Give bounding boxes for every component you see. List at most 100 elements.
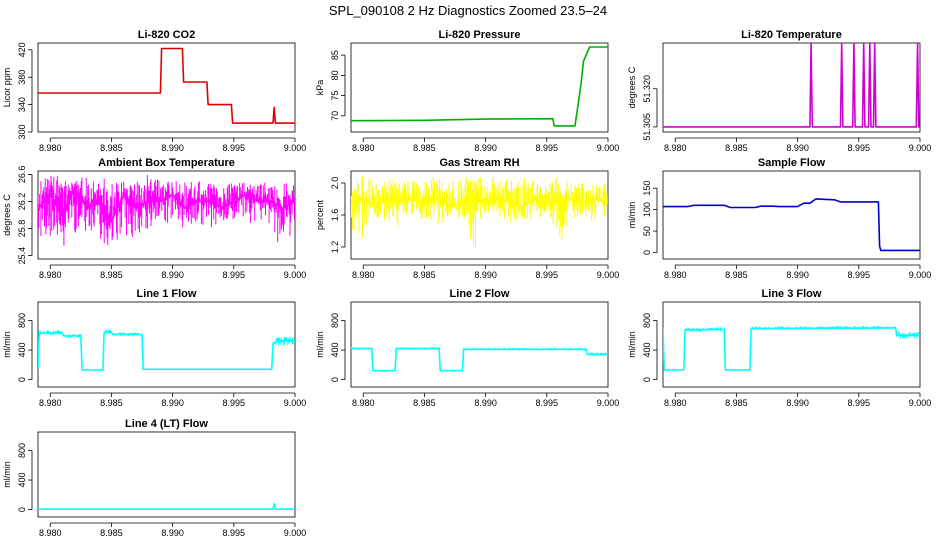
panel-co2: Li-820 CO2 Licor ppm 8.980 8.985 8.990 8.995 9…: [2, 29, 306, 153]
panel-title: Li-820 Temperature: [741, 29, 842, 41]
plot-frame: [350, 42, 609, 133]
y-axis-label: ml/min: [315, 331, 325, 358]
y-tick-label: 26.6: [17, 166, 27, 184]
y-tick-label: 85: [330, 50, 340, 60]
y-tick-label: 0: [330, 377, 340, 382]
y-tick-label: 800: [17, 443, 27, 458]
series-line: [351, 347, 608, 372]
x-tick-label: 8.980: [39, 398, 62, 408]
x-tick-label: 8.985: [413, 270, 436, 280]
x-tick-label: 8.990: [786, 270, 809, 280]
y-tick-label: 400: [17, 343, 27, 358]
panel-title: Line 1 Flow: [137, 288, 197, 300]
y-tick-label: 0: [17, 377, 27, 382]
series-band: [38, 174, 295, 246]
panels-container: Li-820 CO2 Licor ppm 8.980 8.985 8.990 8.995 9…: [2, 29, 931, 538]
series-group: [351, 46, 608, 127]
panel-line4: Line 4 (LT) Flow ml/min 8.980 8.985 8.990 8.9…: [2, 418, 306, 538]
y-tick-label: 400: [642, 343, 652, 358]
series-band: [351, 347, 608, 372]
y-tick-label: 1.2: [330, 241, 340, 254]
x-tick-label: 8.985: [725, 398, 748, 408]
series-line: [38, 331, 295, 371]
series-group: [663, 325, 920, 371]
y-tick-label: 51.320: [642, 75, 652, 103]
y-tick-label: 0: [17, 507, 27, 512]
plot-frame: [662, 42, 921, 133]
x-tick-label: 8.995: [536, 270, 559, 280]
x-tick-label: 8.990: [474, 143, 497, 153]
panel-temperature: Li-820 Temperature degrees C 8.980 8.985 8.9…: [627, 29, 931, 153]
series-group: [38, 174, 295, 246]
y-tick-label: 25.8: [17, 220, 27, 238]
y-tick-label: 400: [330, 343, 340, 358]
panel-title: Line 2 Flow: [450, 288, 510, 300]
panel-rh: Gas Stream RH percent 8.980 8.985 8.990 8.995…: [315, 157, 619, 280]
y-tick-label: 75: [330, 91, 340, 101]
y-axis-label: ml/min: [2, 331, 12, 358]
x-tick-label: 8.985: [100, 398, 123, 408]
series-group: [38, 502, 295, 511]
y-tick-label: 800: [642, 313, 652, 328]
y-tick-label: 300: [17, 124, 27, 139]
x-tick-label: 8.995: [223, 398, 246, 408]
x-tick-label: 9.000: [597, 143, 620, 153]
panel-title: Line 4 (LT) Flow: [125, 418, 208, 430]
x-tick-label: 8.980: [664, 143, 687, 153]
x-tick-label: 8.990: [474, 398, 497, 408]
series-line: [38, 47, 295, 124]
y-tick-label: 800: [330, 313, 340, 328]
x-tick-label: 8.985: [725, 143, 748, 153]
figure-title: SPL_090108 2 Hz Diagnostics Zoomed 23.5–…: [329, 3, 607, 18]
x-tick-label: 9.000: [909, 270, 932, 280]
x-tick-label: 8.980: [39, 270, 62, 280]
plot-frame: [37, 431, 296, 518]
x-tick-label: 8.990: [161, 528, 184, 538]
panel-title: Li-820 CO2: [138, 29, 195, 41]
y-tick-label: 100: [642, 202, 652, 217]
plot-frame: [37, 42, 296, 133]
x-tick-label: 9.000: [909, 398, 932, 408]
series-line: [663, 43, 920, 128]
y-tick-label: 340: [17, 97, 27, 112]
panel-title: Li-820 Pressure: [439, 29, 521, 41]
x-tick-label: 9.000: [284, 270, 307, 280]
x-tick-label: 8.990: [161, 143, 184, 153]
panel-line1: Line 1 Flow ml/min 8.980 8.985 8.990 8.995 9.0…: [2, 288, 306, 408]
y-tick-label: 2.0: [330, 177, 340, 190]
panel-title: Gas Stream RH: [439, 157, 519, 169]
y-tick-label: 50: [642, 226, 652, 236]
series-line: [663, 198, 920, 252]
x-tick-label: 9.000: [909, 143, 932, 153]
y-tick-label: 26.2: [17, 193, 27, 211]
x-tick-label: 9.000: [284, 398, 307, 408]
x-tick-label: 8.980: [39, 143, 62, 153]
x-tick-label: 8.980: [352, 398, 375, 408]
x-tick-label: 8.985: [100, 143, 123, 153]
x-tick-label: 8.980: [352, 143, 375, 153]
y-axis-label: degrees C: [2, 194, 12, 236]
y-tick-label: 80: [330, 70, 340, 80]
x-tick-label: 8.985: [100, 270, 123, 280]
y-tick-label: 25.4: [17, 247, 27, 265]
y-axis-label: Licor ppm: [2, 68, 12, 108]
panel-line2: Line 2 Flow ml/min 8.980 8.985 8.990 8.995 9.0…: [315, 288, 619, 408]
x-tick-label: 9.000: [597, 270, 620, 280]
y-axis-label: degrees C: [627, 66, 637, 108]
series-group: [38, 47, 295, 124]
x-tick-label: 9.000: [284, 143, 307, 153]
panel-line3: Line 3 Flow ml/min 8.980 8.985 8.990 8.995 9.0…: [627, 288, 931, 408]
x-tick-label: 8.990: [161, 270, 184, 280]
series-line: [351, 198, 608, 208]
series-group: [351, 347, 608, 372]
plot-frame: [350, 301, 609, 388]
x-tick-label: 9.000: [284, 528, 307, 538]
series-band: [663, 325, 920, 371]
x-tick-label: 8.990: [786, 398, 809, 408]
y-tick-label: 51.305: [642, 113, 652, 141]
series-group: [38, 329, 295, 371]
y-tick-label: 380: [17, 70, 27, 85]
x-tick-label: 8.980: [664, 398, 687, 408]
x-tick-label: 8.980: [39, 528, 62, 538]
